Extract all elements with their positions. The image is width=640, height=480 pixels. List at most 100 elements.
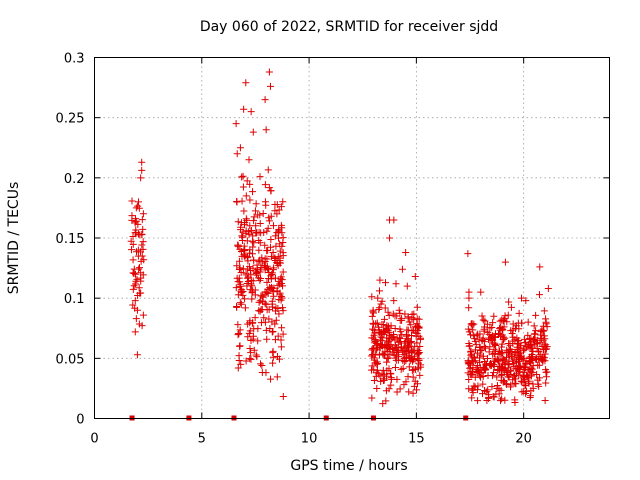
data-point <box>256 239 264 247</box>
data-point <box>506 341 514 349</box>
data-point <box>252 200 260 208</box>
data-point <box>131 297 139 305</box>
data-point <box>138 158 146 166</box>
data-point <box>414 363 422 371</box>
data-point <box>490 333 498 341</box>
data-point <box>234 364 242 372</box>
data-point <box>539 356 547 364</box>
data-point <box>485 391 493 399</box>
data-point <box>387 370 395 378</box>
data-point <box>401 338 409 346</box>
data-point <box>374 294 382 302</box>
data-point <box>507 303 515 311</box>
data-point <box>250 346 258 354</box>
data-point <box>483 396 491 404</box>
data-point <box>267 375 275 383</box>
data-point <box>263 278 271 286</box>
data-point <box>237 300 245 308</box>
data-point <box>247 227 255 235</box>
data-point <box>384 308 392 316</box>
data-point <box>504 364 512 372</box>
data-point <box>394 338 402 346</box>
data-point <box>477 373 485 381</box>
data-point <box>467 347 475 355</box>
data-point <box>383 325 391 333</box>
data-point <box>241 246 249 254</box>
data-point <box>468 394 476 402</box>
data-point <box>408 332 416 340</box>
data-point <box>257 275 265 283</box>
data-point <box>466 364 474 372</box>
x-tick-label: 0 <box>90 432 98 447</box>
data-point <box>376 276 384 284</box>
data-point <box>128 246 136 254</box>
data-point <box>383 367 391 375</box>
data-point <box>471 346 479 354</box>
data-point <box>501 314 509 322</box>
data-point <box>495 356 503 364</box>
data-point <box>542 366 550 374</box>
data-point <box>129 285 137 293</box>
data-point <box>503 318 511 326</box>
data-point <box>376 287 384 295</box>
data-point <box>504 311 512 319</box>
data-point <box>276 247 284 255</box>
data-point <box>531 330 539 338</box>
data-point <box>466 371 474 379</box>
data-point <box>244 257 252 265</box>
data-point <box>413 303 421 311</box>
data-point <box>257 360 265 368</box>
data-point <box>524 318 532 326</box>
data-point <box>247 108 255 116</box>
data-point <box>241 304 249 312</box>
data-point <box>520 354 528 362</box>
data-point <box>134 292 142 300</box>
data-point <box>385 385 393 393</box>
data-point <box>132 315 140 323</box>
data-point <box>132 217 140 225</box>
data-point <box>509 333 517 341</box>
data-point <box>139 311 147 319</box>
data-point <box>541 396 549 404</box>
data-point <box>138 230 146 238</box>
data-point <box>497 386 505 394</box>
data-point <box>134 198 142 206</box>
data-point <box>523 372 531 380</box>
data-point <box>267 236 275 244</box>
data-point <box>268 318 276 326</box>
data-point <box>129 256 137 264</box>
data-point <box>246 355 254 363</box>
data-point <box>474 367 482 375</box>
data-point <box>138 252 146 260</box>
data-point <box>258 254 266 262</box>
data-point <box>376 344 384 352</box>
data-point <box>136 264 144 272</box>
data-point <box>233 198 241 206</box>
data-point <box>390 297 398 305</box>
data-point <box>240 105 248 113</box>
data-point <box>370 326 378 334</box>
x-tick-labels: 0 5 10 15 20 <box>90 432 532 447</box>
data-point <box>415 349 423 357</box>
data-point <box>252 222 260 230</box>
data-point <box>484 386 492 394</box>
data-point <box>241 295 249 303</box>
data-point <box>368 334 376 342</box>
data-point <box>261 181 269 189</box>
data-point <box>264 289 272 297</box>
data-point <box>398 265 406 273</box>
data-point <box>249 264 257 272</box>
data-point <box>249 319 257 327</box>
data-point <box>132 226 140 234</box>
data-point <box>542 379 550 387</box>
data-point <box>239 287 247 295</box>
data-point <box>233 302 241 310</box>
data-point <box>527 367 535 375</box>
data-point <box>379 350 387 358</box>
data-point <box>501 334 509 342</box>
data-point <box>415 315 423 323</box>
data-point <box>139 210 147 218</box>
data-point <box>470 353 478 361</box>
data-point <box>133 351 141 359</box>
data-point <box>264 246 272 254</box>
